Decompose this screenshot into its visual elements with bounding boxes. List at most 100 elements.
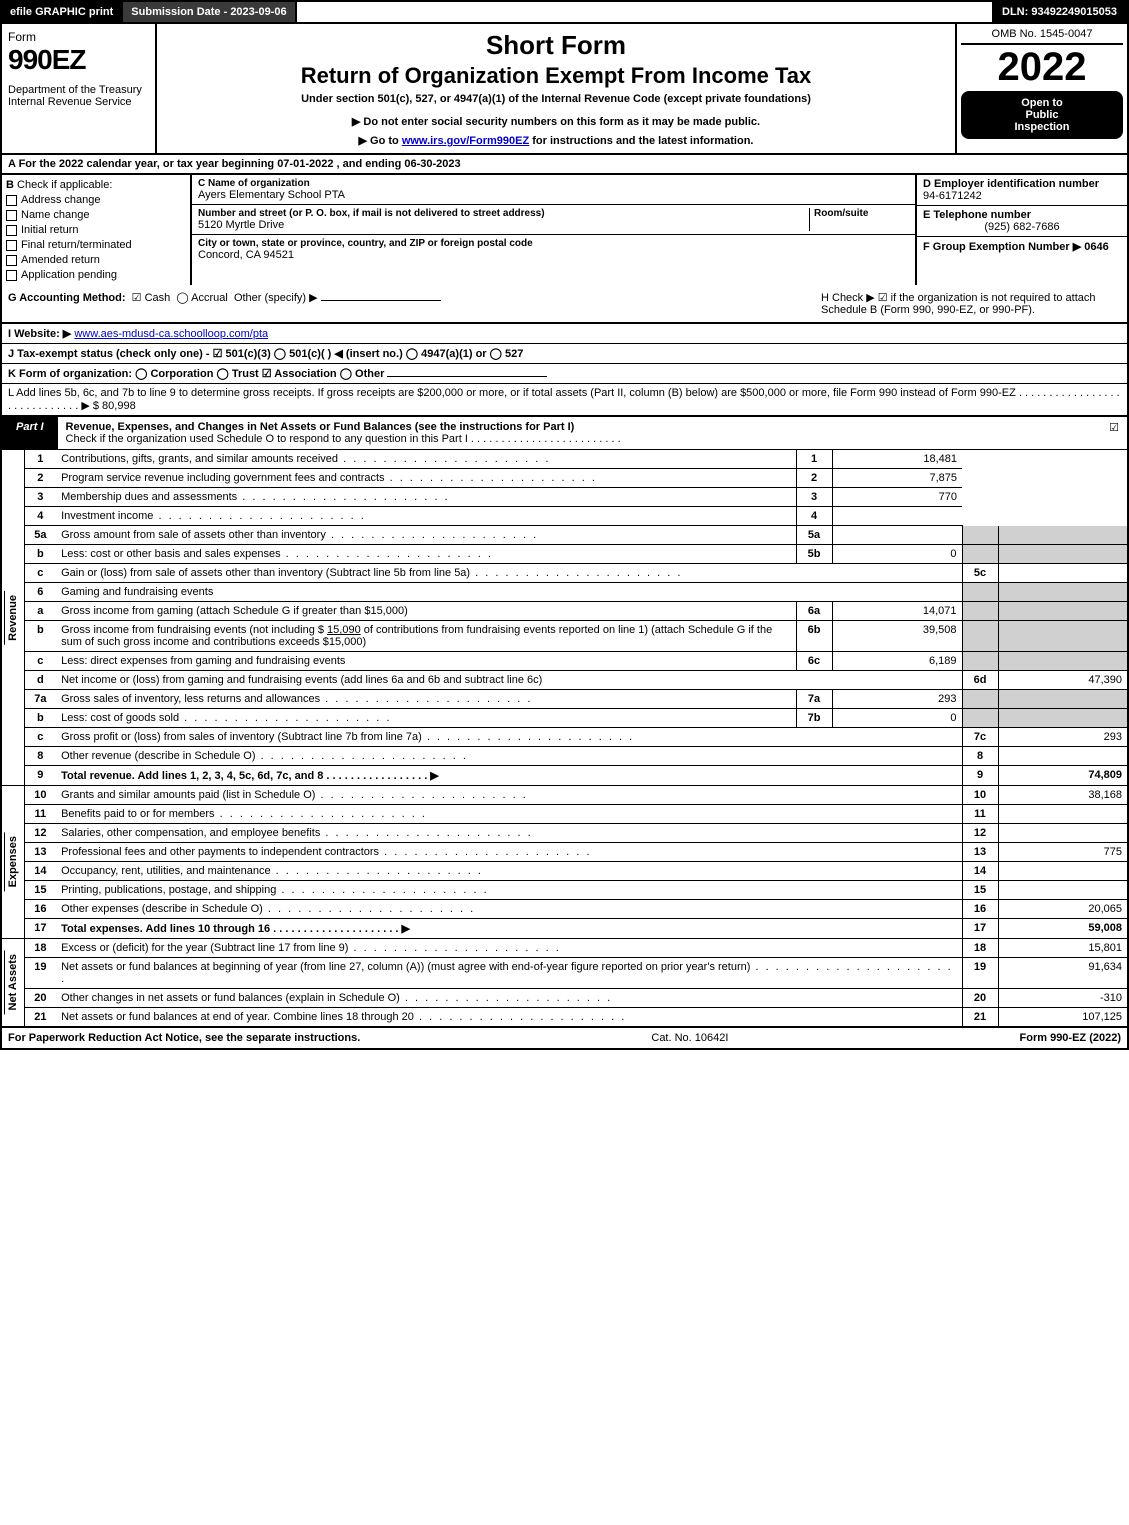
l19-amt: 91,634 — [998, 958, 1128, 989]
l19-text: Net assets or fund balances at beginning… — [56, 958, 962, 989]
revenue-side-label: Revenue — [4, 591, 21, 645]
lbl-amended-return: Amended return — [21, 254, 100, 266]
l7c-amt: 293 — [998, 728, 1128, 747]
l6d-num: d — [24, 671, 56, 690]
l6b-num: b — [24, 621, 56, 652]
l9-lineno: 9 — [962, 766, 998, 786]
expenses-table: 10Grants and similar amounts paid (list … — [24, 786, 1129, 939]
l-text: L Add lines 5b, 6c, and 7b to line 9 to … — [8, 387, 1120, 412]
k-other-input[interactable] — [387, 376, 547, 377]
g-label: G Accounting Method: — [8, 292, 126, 304]
l6-grey2 — [998, 583, 1128, 602]
submission-date: Submission Date - 2023-09-06 — [123, 2, 296, 22]
tax-year: 2022 — [961, 47, 1123, 87]
lbl-address-change: Address change — [21, 194, 101, 206]
title-short-form: Short Form — [163, 30, 949, 61]
netassets-side-label: Net Assets — [4, 950, 21, 1014]
l15-lineno: 15 — [962, 881, 998, 900]
l17-amt: 59,008 — [998, 919, 1128, 939]
l16-text: Other expenses (describe in Schedule O) — [56, 900, 962, 919]
footer-right: Form 990-EZ (2022) — [1020, 1032, 1121, 1044]
l2-amt: 7,875 — [832, 469, 962, 488]
l6b-sn: 6b — [796, 621, 832, 652]
chk-final-return[interactable] — [6, 240, 17, 251]
d-ein-label: D Employer identification number — [923, 178, 1121, 190]
goto-line: ▶ Go to www.irs.gov/Form990EZ for instru… — [163, 134, 949, 147]
l21-text: Net assets or fund balances at end of ye… — [56, 1008, 962, 1027]
c-street-label: Number and street (or P. O. box, if mail… — [198, 208, 809, 219]
l9-num: 9 — [24, 766, 56, 786]
header-left: Form 990EZ Department of the Treasury In… — [2, 24, 157, 153]
c-street-value: 5120 Myrtle Drive — [198, 219, 809, 231]
form-header: Form 990EZ Department of the Treasury In… — [0, 24, 1129, 155]
l1-num: 1 — [24, 450, 56, 469]
l11-amt — [998, 805, 1128, 824]
goto-pre: ▶ Go to — [359, 135, 402, 147]
lbl-initial-return: Initial return — [21, 224, 78, 236]
section-b: B Check if applicable: Address change Na… — [2, 175, 192, 285]
l15-amt — [998, 881, 1128, 900]
l7c-lineno: 7c — [962, 728, 998, 747]
l7a-sn: 7a — [796, 690, 832, 709]
g-cash: Cash — [145, 292, 171, 304]
l5c-amt — [998, 564, 1128, 583]
l6b-grey1 — [962, 621, 998, 652]
l7c-text: Gross profit or (loss) from sales of inv… — [56, 728, 962, 747]
revenue-section: Revenue 1Contributions, gifts, grants, a… — [0, 450, 1129, 786]
l18-lineno: 18 — [962, 939, 998, 958]
open-line1: Open to — [967, 97, 1117, 109]
l7b-num: b — [24, 709, 56, 728]
g-accrual: Accrual — [191, 292, 228, 304]
open-line3: Inspection — [967, 121, 1117, 133]
l8-text: Other revenue (describe in Schedule O) — [56, 747, 962, 766]
l6c-grey1 — [962, 652, 998, 671]
efile-print-button[interactable]: efile GRAPHIC print — [2, 2, 123, 22]
footer-left: For Paperwork Reduction Act Notice, see … — [8, 1032, 360, 1044]
l2-text: Program service revenue including govern… — [56, 469, 796, 488]
l5b-sn: 5b — [796, 545, 832, 564]
dln: DLN: 93492249015053 — [992, 2, 1127, 22]
l2-lineno: 2 — [796, 469, 832, 488]
l21-lineno: 21 — [962, 1008, 998, 1027]
l12-amt — [998, 824, 1128, 843]
g-other-input[interactable] — [321, 300, 441, 301]
l20-lineno: 20 — [962, 989, 998, 1008]
part1-header: Part I Revenue, Expenses, and Changes in… — [0, 417, 1129, 450]
l6-num: 6 — [24, 583, 56, 602]
l6d-text: Net income or (loss) from gaming and fun… — [56, 671, 962, 690]
i-label: I Website: ▶ — [8, 328, 71, 340]
e-phone-label: E Telephone number — [923, 209, 1121, 221]
section-bcdef: B Check if applicable: Address change Na… — [0, 175, 1129, 285]
l11-text: Benefits paid to or for members — [56, 805, 962, 824]
chk-name-change[interactable] — [6, 210, 17, 221]
l6c-grey2 — [998, 652, 1128, 671]
l8-lineno: 8 — [962, 747, 998, 766]
l15-num: 15 — [24, 881, 56, 900]
lbl-name-change: Name change — [21, 209, 90, 221]
l20-num: 20 — [24, 989, 56, 1008]
chk-initial-return[interactable] — [6, 225, 17, 236]
l9-text: Total revenue. Add lines 1, 2, 3, 4, 5c,… — [56, 766, 962, 786]
irs-link[interactable]: www.irs.gov/Form990EZ — [402, 135, 529, 147]
l12-lineno: 12 — [962, 824, 998, 843]
l18-amt: 15,801 — [998, 939, 1128, 958]
l7b-text: Less: cost of goods sold — [56, 709, 796, 728]
chk-amended-return[interactable] — [6, 255, 17, 266]
part1-checkbox[interactable]: ☑ — [1101, 417, 1127, 449]
l2-num: 2 — [24, 469, 56, 488]
revenue-table: 1Contributions, gifts, grants, and simil… — [24, 450, 1129, 786]
l18-num: 18 — [24, 939, 56, 958]
c-name-value: Ayers Elementary School PTA — [198, 189, 909, 201]
l13-text: Professional fees and other payments to … — [56, 843, 962, 862]
chk-application-pending[interactable] — [6, 270, 17, 281]
l8-amt — [998, 747, 1128, 766]
website-link[interactable]: www.aes-mdusd-ca.schoolloop.com/pta — [74, 328, 268, 340]
l6b-sa: 39,508 — [832, 621, 962, 652]
l7b-grey2 — [998, 709, 1128, 728]
l6b-u: 15,090 — [327, 624, 361, 636]
chk-address-change[interactable] — [6, 195, 17, 206]
l3-amt: 770 — [832, 488, 962, 507]
l7a-sa: 293 — [832, 690, 962, 709]
footer-catalog: Cat. No. 10642I — [360, 1032, 1019, 1044]
title-return: Return of Organization Exempt From Incom… — [163, 63, 949, 89]
